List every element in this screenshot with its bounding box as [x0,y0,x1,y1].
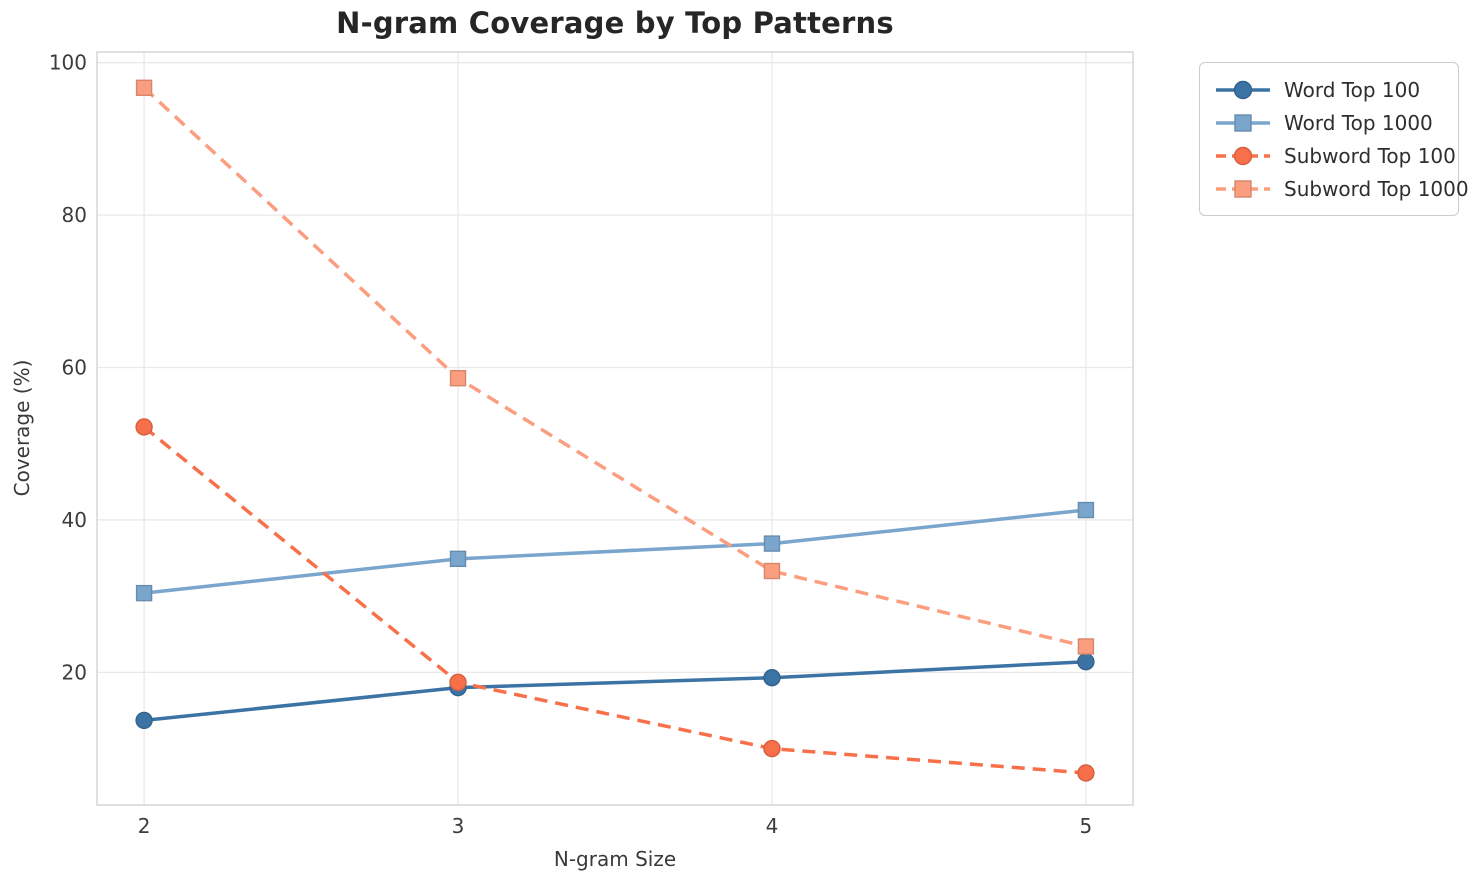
legend-sample-solid-square [1216,113,1270,132]
x-tick-label: 2 [138,814,151,838]
legend-item-2: Subword Top 100 [1214,139,1456,172]
legend-item-1: Word Top 1000 [1214,106,1444,139]
data-point-marker [1077,501,1095,519]
y-tick-label: 20 [62,660,87,684]
data-point-marker [763,562,781,580]
y-tick-label: 80 [62,203,87,227]
data-point-marker [135,79,153,97]
series-line-3 [142,86,1087,649]
legend-item-3: Subword Top 1000 [1214,172,1469,205]
y-tick-label: 40 [62,508,87,532]
legend-marker [1233,146,1253,165]
data-point-marker [1077,638,1095,655]
series-line-2 [142,425,1087,775]
y-tick-label: 100 [49,51,87,75]
legend-sample-solid-circle [1216,80,1270,99]
chart-title: N-gram Coverage by Top Patterns [336,6,894,40]
data-point-marker [1077,764,1095,782]
legend-item-0: Word Top 100 [1214,73,1444,106]
x-tick-label: 5 [1080,814,1093,838]
data-point-marker [763,669,781,687]
legend-marker [1233,80,1253,99]
data-point-marker [449,673,467,691]
data-point-marker [449,550,467,568]
data-point-marker [135,418,153,436]
legend-sample-dashed-circle [1216,146,1270,165]
y-axis-label: Coverage (%) [10,359,34,497]
legend-sample-dashed-square [1216,179,1270,198]
series-line-0 [143,659,1086,723]
data-point-marker [135,711,153,730]
data-point-marker [763,739,781,758]
series-line-1 [143,508,1087,595]
legend-marker [1234,113,1252,132]
data-point-marker [135,584,153,602]
legend-label: Subword Top 1000 [1284,176,1469,201]
x-axis-label: N-gram Size [553,847,677,871]
legend-label: Word Top 1000 [1284,110,1433,135]
legend-marker [1234,179,1252,198]
legend-label: Subword Top 100 [1284,143,1456,168]
legend-label: Word Top 100 [1284,77,1421,102]
plot-border [96,51,1134,806]
x-tick-label: 4 [766,814,779,838]
data-point-marker [763,535,781,552]
y-tick-label: 60 [62,356,87,380]
data-point-marker [449,369,467,387]
data-point-marker [1077,653,1095,671]
legend: Word Top 100 Word Top 1000 Subword Top 100… [1199,62,1469,216]
x-tick-label: 3 [452,814,465,838]
